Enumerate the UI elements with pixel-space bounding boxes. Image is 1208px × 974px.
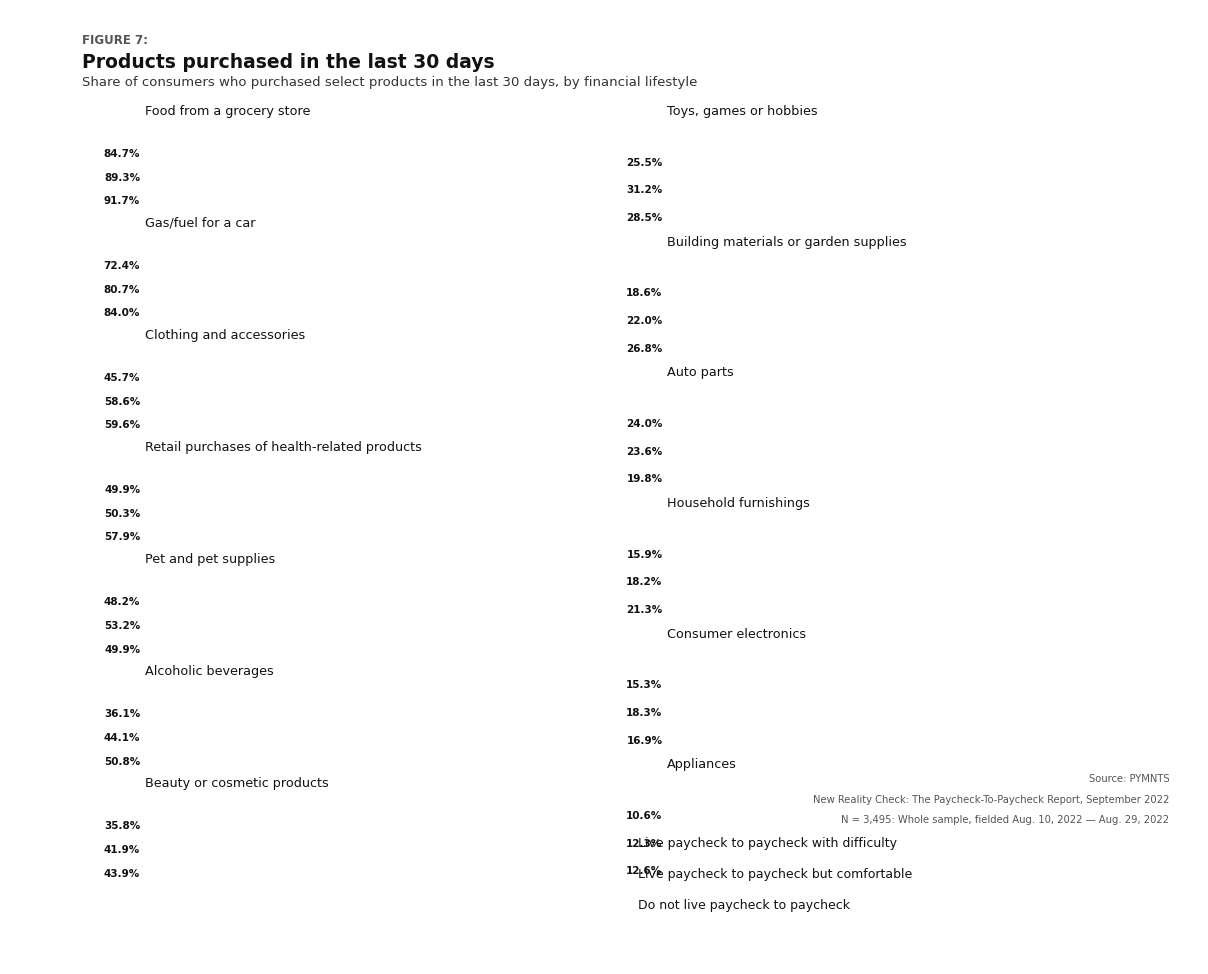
Text: 57.9%: 57.9% [104, 533, 140, 543]
Text: Source: PYMNTS: Source: PYMNTS [1088, 774, 1169, 784]
Text: Retail purchases of health-related products: Retail purchases of health-related produ… [145, 440, 422, 454]
Text: 80.7%: 80.7% [104, 284, 140, 295]
Text: Household furnishings: Household furnishings [667, 497, 811, 510]
Text: 18.3%: 18.3% [626, 708, 662, 718]
Text: 49.9%: 49.9% [104, 645, 140, 655]
Text: Alcoholic beverages: Alcoholic beverages [145, 664, 274, 678]
Text: Toys, games or hobbies: Toys, games or hobbies [667, 105, 818, 118]
Text: 53.2%: 53.2% [104, 620, 140, 631]
Text: Appliances: Appliances [667, 759, 737, 771]
Text: N = 3,495: Whole sample, fielded Aug. 10, 2022 — Aug. 29, 2022: N = 3,495: Whole sample, fielded Aug. 10… [841, 815, 1169, 825]
Text: 18.6%: 18.6% [626, 288, 662, 298]
Text: 50.3%: 50.3% [104, 508, 140, 519]
Text: 59.6%: 59.6% [104, 421, 140, 431]
Text: 41.9%: 41.9% [104, 844, 140, 855]
Text: 10.6%: 10.6% [626, 811, 662, 821]
Text: FIGURE 7:: FIGURE 7: [82, 34, 149, 47]
Text: Gas/fuel for a car: Gas/fuel for a car [145, 216, 255, 230]
Text: 91.7%: 91.7% [104, 197, 140, 206]
Text: 48.2%: 48.2% [104, 597, 140, 607]
Text: 72.4%: 72.4% [104, 261, 140, 271]
Text: 58.6%: 58.6% [104, 396, 140, 407]
Text: 31.2%: 31.2% [626, 185, 662, 196]
Text: 16.9%: 16.9% [627, 735, 662, 746]
Text: Clothing and accessories: Clothing and accessories [145, 328, 306, 342]
Text: New Reality Check: The Paycheck-To-Paycheck Report, September 2022: New Reality Check: The Paycheck-To-Paych… [813, 795, 1169, 805]
Text: 18.2%: 18.2% [626, 578, 662, 587]
Text: 84.7%: 84.7% [104, 149, 140, 159]
Text: 12.6%: 12.6% [626, 867, 662, 877]
Text: 19.8%: 19.8% [627, 474, 662, 484]
Text: Consumer electronics: Consumer electronics [667, 627, 807, 641]
Text: Live paycheck to paycheck but comfortable: Live paycheck to paycheck but comfortabl… [638, 868, 912, 881]
Text: Food from a grocery store: Food from a grocery store [145, 104, 310, 118]
Text: 15.3%: 15.3% [626, 681, 662, 691]
Text: 50.8%: 50.8% [104, 757, 140, 767]
Text: 43.9%: 43.9% [104, 869, 140, 879]
Text: 89.3%: 89.3% [104, 172, 140, 183]
Text: 24.0%: 24.0% [626, 419, 662, 430]
Text: 15.9%: 15.9% [627, 549, 662, 560]
Text: 84.0%: 84.0% [104, 309, 140, 318]
Text: 35.8%: 35.8% [104, 821, 140, 831]
Text: 23.6%: 23.6% [626, 447, 662, 457]
Text: 44.1%: 44.1% [104, 732, 140, 743]
Text: Auto parts: Auto parts [667, 366, 734, 379]
Text: 25.5%: 25.5% [626, 158, 662, 168]
Text: 49.9%: 49.9% [104, 485, 140, 495]
Text: Products purchased in the last 30 days: Products purchased in the last 30 days [82, 53, 495, 72]
Text: 21.3%: 21.3% [626, 605, 662, 615]
Text: Live paycheck to paycheck with difficulty: Live paycheck to paycheck with difficult… [638, 837, 896, 850]
Text: 12.3%: 12.3% [626, 839, 662, 848]
Text: 36.1%: 36.1% [104, 709, 140, 719]
Text: Share of consumers who purchased select products in the last 30 days, by financi: Share of consumers who purchased select … [82, 76, 697, 89]
Text: Do not live paycheck to paycheck: Do not live paycheck to paycheck [638, 899, 849, 913]
Text: 22.0%: 22.0% [626, 316, 662, 326]
Text: 28.5%: 28.5% [626, 213, 662, 223]
Text: Building materials or garden supplies: Building materials or garden supplies [667, 236, 907, 248]
Text: Beauty or cosmetic products: Beauty or cosmetic products [145, 776, 329, 790]
Text: 26.8%: 26.8% [626, 344, 662, 354]
Text: Pet and pet supplies: Pet and pet supplies [145, 552, 275, 566]
Text: 45.7%: 45.7% [104, 373, 140, 383]
